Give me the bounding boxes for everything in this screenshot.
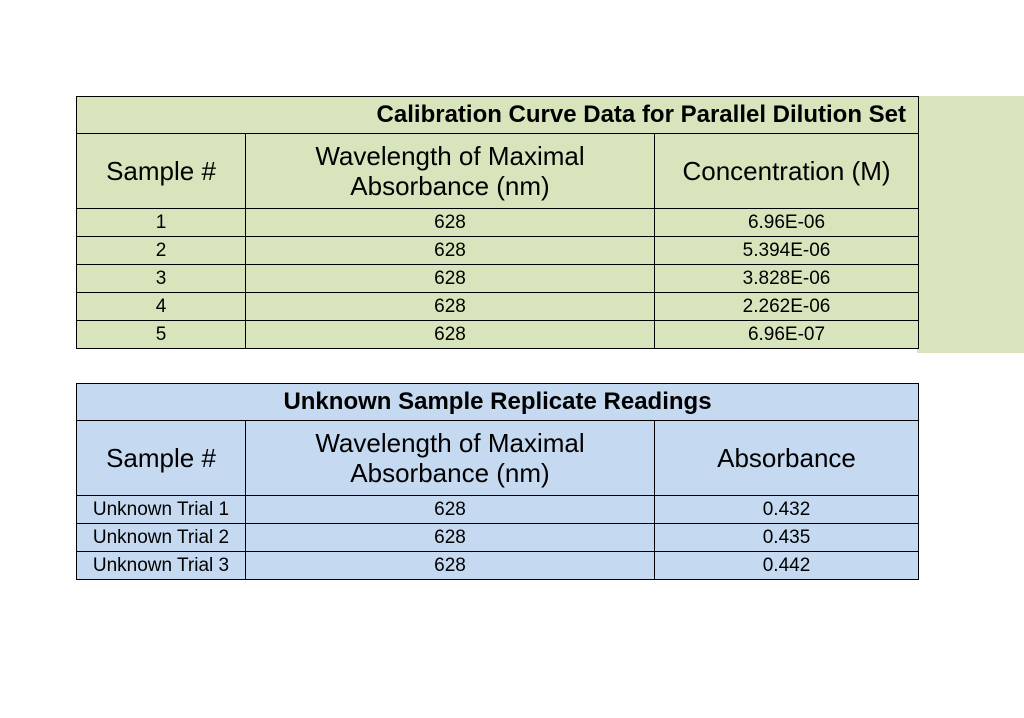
calibration-title: Calibration Curve Data for Parallel Dilu… — [76, 96, 919, 134]
header-absorbance: Absorbance — [654, 420, 919, 496]
cell-concentration: 6.96E-07 — [654, 320, 919, 349]
table-row: 2 628 5.394E-06 — [76, 236, 919, 265]
header-wavelength: Wavelength of Maximal Absorbance (nm) — [245, 133, 655, 209]
header-wavelength-line2: Absorbance (nm) — [350, 458, 550, 488]
header-concentration: Concentration (M) — [654, 133, 919, 209]
header-wavelength-line1: Wavelength of Maximal — [315, 141, 585, 171]
cell-wavelength: 628 — [245, 264, 655, 293]
calibration-title-row: Calibration Curve Data for Parallel Dilu… — [76, 96, 919, 134]
cell-sample: Unknown Trial 1 — [76, 495, 246, 524]
cell-sample: 1 — [76, 208, 246, 237]
table-row: 1 628 6.96E-06 — [76, 208, 919, 237]
calibration-header-row: Sample # Wavelength of Maximal Absorbanc… — [76, 133, 919, 209]
header-sample: Sample # — [76, 133, 246, 209]
cell-sample: Unknown Trial 2 — [76, 523, 246, 552]
cell-wavelength: 628 — [245, 292, 655, 321]
table-row: Unknown Trial 3 628 0.442 — [76, 551, 919, 580]
table-row: Unknown Trial 1 628 0.432 — [76, 495, 919, 524]
cell-wavelength: 628 — [245, 320, 655, 349]
cell-absorbance: 0.442 — [654, 551, 919, 580]
calibration-table: Calibration Curve Data for Parallel Dilu… — [76, 96, 919, 349]
table-row: 5 628 6.96E-07 — [76, 320, 919, 349]
cell-concentration: 3.828E-06 — [654, 264, 919, 293]
unknown-title: Unknown Sample Replicate Readings — [76, 383, 919, 421]
cell-wavelength: 628 — [245, 236, 655, 265]
header-wavelength-line2: Absorbance (nm) — [350, 171, 550, 201]
cell-wavelength: 628 — [245, 523, 655, 552]
cell-concentration: 2.262E-06 — [654, 292, 919, 321]
cell-wavelength: 628 — [245, 551, 655, 580]
table-row: 4 628 2.262E-06 — [76, 292, 919, 321]
header-sample: Sample # — [76, 420, 246, 496]
cell-wavelength: 628 — [245, 495, 655, 524]
unknown-header-row: Sample # Wavelength of Maximal Absorbanc… — [76, 420, 919, 496]
header-wavelength-line1: Wavelength of Maximal — [315, 428, 585, 458]
table-row: Unknown Trial 2 628 0.435 — [76, 523, 919, 552]
cell-concentration: 6.96E-06 — [654, 208, 919, 237]
cell-sample: 2 — [76, 236, 246, 265]
header-wavelength: Wavelength of Maximal Absorbance (nm) — [245, 420, 655, 496]
unknown-title-row: Unknown Sample Replicate Readings — [76, 383, 919, 421]
cell-absorbance: 0.432 — [654, 495, 919, 524]
cell-wavelength: 628 — [245, 208, 655, 237]
cell-concentration: 5.394E-06 — [654, 236, 919, 265]
cell-sample: 3 — [76, 264, 246, 293]
cell-sample: 5 — [76, 320, 246, 349]
green-fill-strip — [917, 96, 1024, 353]
cell-sample: 4 — [76, 292, 246, 321]
table-row: 3 628 3.828E-06 — [76, 264, 919, 293]
unknown-table: Unknown Sample Replicate Readings Sample… — [76, 383, 919, 580]
cell-sample: Unknown Trial 3 — [76, 551, 246, 580]
cell-absorbance: 0.435 — [654, 523, 919, 552]
